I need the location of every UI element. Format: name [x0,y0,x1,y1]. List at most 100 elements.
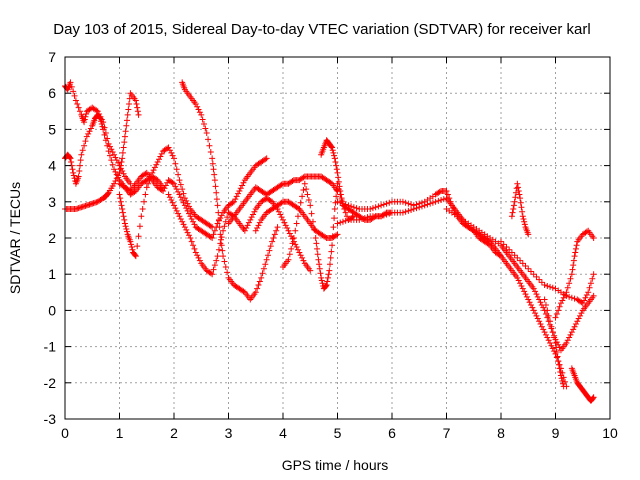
data-point [521,288,528,295]
data-point [380,212,387,219]
data-point [116,191,123,198]
data-point [509,209,516,216]
data-point [418,199,425,206]
data-point [590,235,597,241]
data-point [258,274,265,281]
data-point [82,138,89,145]
data-point [568,271,575,278]
data-point [185,232,192,239]
data-point [173,166,180,173]
data-point [113,157,120,164]
data-point [553,344,560,351]
data-point [117,162,124,169]
data-point [145,180,152,187]
data-point [248,214,255,221]
data-point [337,199,344,206]
data-point [218,212,225,219]
data-point [149,169,156,176]
data-point [533,312,540,319]
data-point [369,205,376,212]
data-point [555,307,562,314]
series-sat-n [443,206,597,354]
data-point [558,375,565,382]
data-point [289,240,296,247]
data-point [194,252,201,259]
data-point [568,329,575,336]
data-point [342,217,349,224]
data-point [232,196,239,203]
data-point [329,242,336,249]
data-point [348,203,355,210]
data-point [327,179,334,186]
data-point [230,198,237,205]
data-point [534,315,541,322]
data-point [349,214,356,221]
data-point [168,196,175,203]
data-point [338,195,345,202]
data-point [262,156,269,163]
data-point [165,144,172,151]
data-point [557,372,564,379]
data-point [339,200,346,207]
data-point [337,219,344,226]
data-point [207,149,214,156]
data-point [172,160,179,167]
data-point [443,187,450,194]
data-point [587,280,594,287]
data-point [536,276,543,283]
data-point [255,282,262,289]
data-point [195,106,202,113]
data-point [530,271,537,278]
data-point [292,227,299,234]
data-point [158,150,165,157]
data-point [553,349,560,356]
data-point [572,245,579,252]
data-point [213,196,220,203]
data-point [177,194,184,201]
data-point [551,348,558,355]
data-point [278,214,285,221]
data-point [333,193,340,200]
data-point [215,209,222,216]
data-point [112,168,119,175]
data-point [183,197,190,204]
y-axis-label: SDTVAR / TECUs [7,182,23,294]
data-point [139,206,146,213]
data-point [575,315,582,322]
data-point [566,334,573,341]
data-point [147,173,154,180]
data-point [319,280,326,287]
data-point [519,208,526,215]
y-tick-label: 1 [48,266,56,282]
data-point [171,180,177,187]
data-point [571,295,578,302]
data-point [364,214,371,221]
data-point [207,270,214,277]
data-point [216,224,223,231]
data-point [282,222,289,229]
data-point [75,173,82,180]
data-point [247,216,254,223]
data-point [290,235,297,241]
data-point [545,337,552,344]
data-point [233,193,240,200]
data-point [375,203,382,210]
data-point [517,199,524,206]
data-point [210,166,217,173]
data-point [259,270,266,277]
data-point [71,92,78,99]
data-point [585,289,592,296]
data-point [176,191,183,198]
data-point [254,285,261,292]
data-point [134,108,141,115]
series-sat-s [568,365,597,404]
y-tick-label: 5 [48,121,56,137]
data-point [169,152,176,159]
data-point [538,323,545,330]
data-point [175,210,182,217]
data-point [118,202,125,209]
data-point [76,162,83,169]
data-point [278,181,285,188]
data-point [453,210,460,217]
data-point [169,199,176,206]
